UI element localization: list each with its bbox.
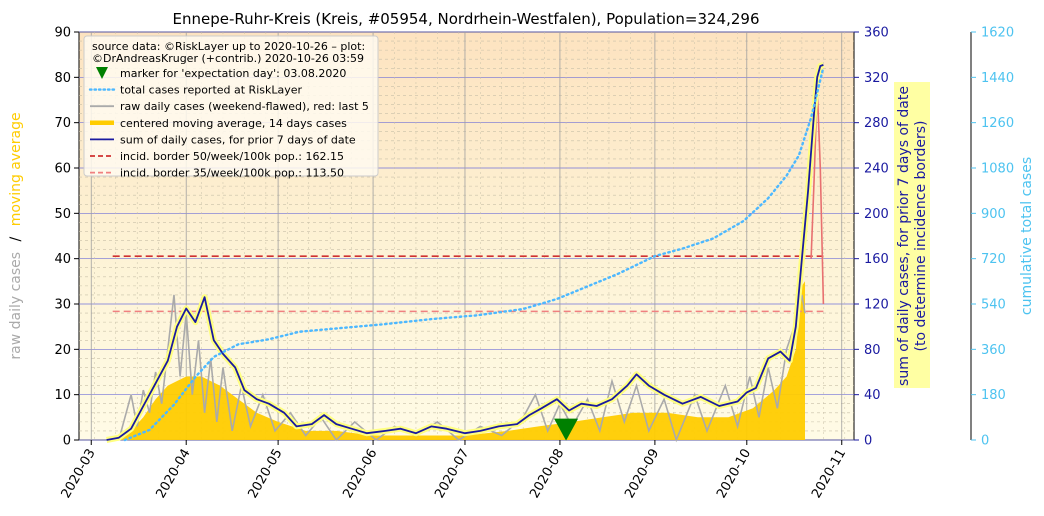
y-left-label: raw daily cases / moving average (8, 112, 24, 359)
y-right1-tick-label: 0 (864, 434, 872, 449)
legend-header-line2: ©DrAndreasKruger (+contrib.) 2020-10-26 … (92, 52, 364, 65)
x-tick-label: 2020-09 (622, 447, 662, 502)
y-right2-tick-label: 360 (981, 343, 1006, 358)
x-tick-label: 2020-11 (809, 447, 849, 502)
x-tick-label: 2020-08 (527, 447, 567, 502)
y-right1-tick-label: 40 (864, 388, 881, 403)
legend-label: centered moving average, 14 days cases (120, 117, 347, 130)
x-tick-label: 2020-05 (245, 447, 285, 502)
y-right1-label-line1: sum of daily cases, for prior 7 days of … (896, 86, 912, 386)
cumulative-total-line (123, 66, 825, 442)
y-right2-tick-label: 1620 (981, 26, 1014, 41)
y-right2-tick-label: 0 (981, 434, 989, 449)
y-left-tick-label: 80 (54, 71, 71, 86)
y-right1-tick-label: 120 (864, 298, 889, 313)
y-left-label-part2: moving average (8, 112, 24, 226)
y-left-tick-label: 40 (54, 252, 71, 267)
moving-average-area (112, 281, 805, 440)
x-tick-label: 2020-10 (714, 447, 754, 502)
legend-header-line1: source data: ©RiskLayer up to 2020-10-26… (92, 40, 365, 53)
y-left-tick-label: 90 (54, 26, 71, 41)
y-right2-tick-label: 1080 (981, 162, 1014, 177)
legend-label: raw daily cases (weekend-flawed), red: l… (120, 100, 369, 113)
y-left-tick-label: 30 (54, 298, 71, 313)
y-right1-tick-label: 200 (864, 207, 889, 222)
y-left-tick-label: 60 (54, 162, 71, 177)
y-left-tick-label: 70 (54, 116, 71, 131)
x-tick-label: 2020-04 (154, 447, 194, 502)
y-left-label-part1: raw daily cases (8, 252, 24, 360)
y-left-tick-label: 0 (63, 434, 71, 449)
y-right1-tick-label: 240 (864, 162, 889, 177)
y-left-tick-label: 10 (54, 388, 71, 403)
y-right1-tick-label: 360 (864, 26, 889, 41)
y-right1-tick-label: 80 (864, 343, 881, 358)
expectation-day-marker (554, 418, 579, 441)
legend-entries: marker for 'expectation day': 03.08.2020… (88, 67, 369, 180)
y-right2-tick-label: 900 (981, 207, 1006, 222)
y-right1-label-box (894, 82, 930, 388)
y-left-tick-label: 50 (54, 207, 71, 222)
legend-label: sum of daily cases, for prior 7 days of … (120, 133, 356, 146)
chart-marks (106, 62, 825, 443)
y-left-tick-label: 20 (54, 343, 71, 358)
y-right2-tick-label: 180 (981, 388, 1006, 403)
x-tick-label: 2020-07 (432, 447, 472, 502)
legend-label: marker for 'expectation day': 03.08.2020 (120, 67, 346, 80)
legend-label: incid. border 35/week/100k pop.: 113.50 (120, 167, 344, 180)
svg-text:raw daily cases /: raw daily cases / moving average (8, 112, 24, 359)
x-tick-label: 2020-03 (59, 447, 99, 502)
y-right2-tick-label: 540 (981, 298, 1006, 313)
y-right1-tick-label: 320 (864, 71, 889, 86)
legend-label: incid. border 50/week/100k pop.: 162.15 (120, 150, 344, 163)
sum7-line (106, 64, 824, 441)
y-right2-label: cumulative total cases (1019, 157, 1035, 315)
y-left-label-sep: / (8, 236, 24, 241)
x-tick-label: 2020-06 (340, 447, 380, 502)
legend-label: total cases reported at RiskLayer (120, 84, 303, 97)
y-right2-tick-label: 720 (981, 252, 1006, 267)
y-right2-tick-label: 1260 (981, 116, 1014, 131)
legend: source data: ©RiskLayer up to 2020-10-26… (83, 35, 379, 180)
y-right1-label: sum of daily cases, for prior 7 days of … (896, 86, 929, 386)
y-right2-tick-label: 1440 (981, 71, 1014, 86)
legend-box (83, 35, 379, 177)
y-right1-label-line2: (to determine incidence borders) (913, 121, 929, 352)
legend-swatch-marker (96, 67, 108, 79)
chart-title: Ennepe-Ruhr-Kreis (Kreis, #05954, Nordrh… (173, 10, 760, 28)
y-right1-tick-label: 160 (864, 252, 889, 267)
y-right1-tick-label: 280 (864, 116, 889, 131)
